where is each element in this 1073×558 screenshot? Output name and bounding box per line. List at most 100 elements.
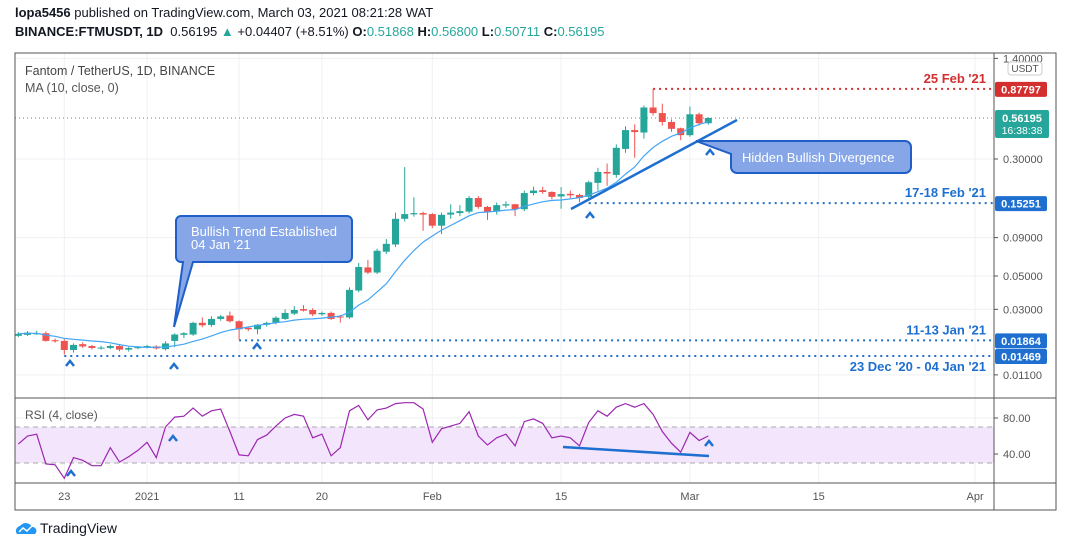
trendline[interactable]	[570, 118, 738, 211]
rsi-tick-label: 40.00	[1003, 449, 1031, 461]
candle-body	[382, 243, 390, 252]
candle[interactable]	[612, 144, 620, 178]
candle-body	[300, 309, 307, 311]
candle[interactable]	[125, 346, 133, 352]
candle[interactable]	[97, 345, 105, 350]
time-tick-label: Mar	[680, 491, 699, 503]
candle[interactable]	[88, 344, 96, 350]
candle[interactable]	[70, 343, 77, 353]
candle[interactable]	[622, 126, 629, 153]
candle[interactable]	[658, 103, 666, 126]
candle[interactable]	[14, 332, 22, 338]
candle[interactable]	[484, 206, 491, 220]
symbol: BINANCE:FTMUSDT, 1D	[15, 24, 164, 39]
candle-body	[502, 204, 510, 206]
candle[interactable]	[290, 306, 298, 316]
candle[interactable]	[548, 191, 556, 200]
candle-body	[60, 340, 68, 350]
candle[interactable]	[566, 190, 574, 199]
candle[interactable]	[392, 212, 399, 247]
candle[interactable]	[60, 339, 68, 355]
candle[interactable]	[686, 106, 694, 137]
candle[interactable]	[309, 308, 317, 317]
rsi-tick-label: 80.00	[1003, 413, 1031, 425]
candle[interactable]	[106, 344, 114, 350]
candle[interactable]	[162, 341, 169, 351]
candle[interactable]	[180, 332, 188, 339]
candle[interactable]	[327, 311, 335, 320]
candle[interactable]	[373, 248, 381, 275]
candle[interactable]	[640, 105, 648, 139]
candle[interactable]	[42, 331, 50, 342]
candle[interactable]	[603, 163, 611, 186]
candle[interactable]	[530, 186, 537, 196]
level-price-tag-text: 0.87797	[1001, 84, 1041, 96]
candle[interactable]	[668, 119, 675, 132]
candle[interactable]	[465, 196, 473, 214]
candle[interactable]	[300, 305, 307, 312]
candle[interactable]	[447, 204, 455, 219]
candle[interactable]	[401, 167, 409, 222]
candle-body	[235, 321, 243, 330]
candle[interactable]	[189, 321, 197, 336]
candle[interactable]	[208, 316, 215, 327]
candle[interactable]	[493, 202, 501, 215]
candle-body	[493, 205, 501, 212]
candle[interactable]	[695, 112, 703, 126]
candle[interactable]	[79, 342, 87, 348]
candle[interactable]	[217, 315, 225, 321]
callout-text-line2: 04 Jan '21	[191, 237, 251, 252]
candle[interactable]	[502, 201, 510, 208]
candle-body	[557, 194, 565, 197]
chevron-up-icon	[585, 210, 595, 219]
callout-hidden-divergence[interactable]: Hidden Bullish Divergence	[695, 140, 912, 174]
brand-name: TradingView	[40, 520, 118, 536]
candle[interactable]	[631, 124, 639, 158]
candle-body	[704, 118, 712, 124]
candle-body	[217, 316, 225, 319]
candle[interactable]	[474, 196, 482, 209]
candle-body	[290, 309, 298, 314]
high-label: H:	[417, 24, 432, 39]
candle[interactable]	[198, 317, 206, 328]
chevron-markers	[65, 147, 715, 477]
candle[interactable]	[318, 311, 326, 316]
candle[interactable]	[649, 88, 657, 116]
currency-label: USDT	[1011, 64, 1038, 75]
candle[interactable]	[419, 211, 427, 231]
candle[interactable]	[585, 180, 593, 200]
open-label: O:	[352, 24, 367, 39]
candle[interactable]	[428, 213, 436, 229]
candle[interactable]	[116, 344, 123, 352]
candle-body	[51, 340, 59, 342]
currency-badge[interactable]	[1007, 61, 1043, 76]
candle[interactable]	[51, 338, 59, 343]
candle[interactable]	[226, 311, 234, 323]
candle[interactable]	[235, 320, 243, 340]
candle[interactable]	[456, 205, 464, 217]
candle[interactable]	[364, 259, 372, 275]
publisher-name[interactable]: lopa5456	[15, 5, 71, 20]
callout-bullish-trend[interactable]: Bullish Trend Established 04 Jan '21	[173, 215, 353, 328]
candle-body	[79, 344, 87, 347]
candle[interactable]	[438, 212, 445, 235]
tradingview-logo[interactable]: TradingView	[15, 520, 117, 536]
candle[interactable]	[594, 167, 602, 191]
candle[interactable]	[557, 187, 565, 209]
candle-body	[465, 198, 473, 212]
ma-legend: MA (10, close, 0)	[25, 81, 119, 95]
candle[interactable]	[677, 127, 685, 141]
candle[interactable]	[410, 197, 418, 217]
level-label: 25 Feb '21	[924, 71, 986, 86]
candle[interactable]	[382, 239, 390, 255]
candle[interactable]	[281, 309, 289, 320]
candle[interactable]	[346, 287, 353, 319]
candle[interactable]	[171, 333, 179, 348]
candle[interactable]	[520, 190, 528, 212]
candle[interactable]	[539, 186, 547, 194]
candle-body	[171, 334, 179, 341]
candle[interactable]	[704, 117, 712, 125]
rsi-divergence-line[interactable]	[562, 445, 710, 458]
candle[interactable]	[355, 263, 363, 293]
